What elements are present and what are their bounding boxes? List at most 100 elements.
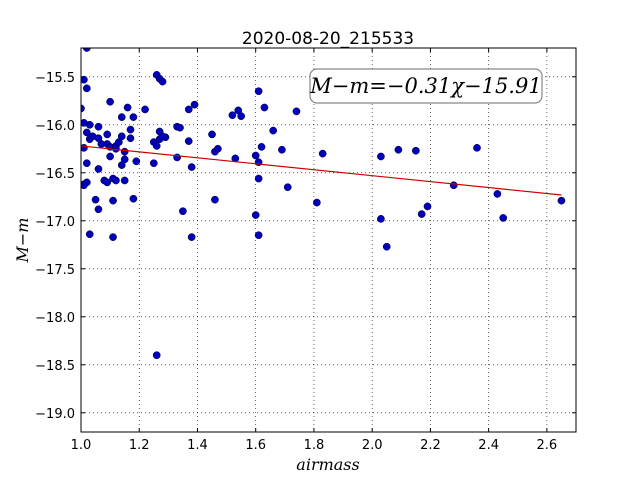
data-point [176,123,184,132]
chart-title: 2020-08-20_215533 [242,29,414,49]
y-tick-label: −19.0 [35,407,75,422]
data-point [318,149,327,158]
data-point [449,181,458,190]
data-point [187,233,196,241]
data-point [126,134,135,143]
data-point [493,190,502,198]
y-tick-label: −17.0 [35,215,75,230]
data-point [254,231,263,240]
x-axis-label: airmass [296,455,359,474]
data-point [132,157,141,166]
x-tick-label: 2.4 [478,438,499,453]
y-tick-label: −15.5 [35,71,75,86]
data-point [106,152,114,161]
data-point [260,103,269,112]
x-tick-label: 1.2 [129,438,150,453]
data-point [382,242,391,251]
data-point [283,183,292,192]
data-point [214,144,222,153]
data-point [103,178,112,187]
data-point [117,113,126,121]
data-point [129,194,138,203]
data-point [473,143,481,152]
data-point [117,132,126,141]
data-point [254,87,263,96]
data-point [85,120,94,129]
data-point [149,159,158,168]
data-point [251,211,260,219]
y-axis-label: M−m [13,218,32,264]
data-point [158,77,167,86]
data-point [499,214,508,222]
data-point [292,107,301,116]
data-point [82,159,91,168]
data-point [158,132,167,141]
data-point [184,137,193,145]
data-point [85,230,94,239]
data-point [81,181,88,190]
annotation-box: M−m=−0.31χ−15.91 [309,68,543,104]
data-point [257,143,266,151]
data-point [94,205,103,214]
data-point [103,130,112,139]
plot-frame [80,47,577,433]
x-tick-label: 1.4 [187,438,208,453]
axis-ticks: 1.0 1.2 1.4 1.6 1.8 2.0 2.2 2.4 2.6 −15.5 −16.0 −16… [35,48,576,453]
data-point [91,195,100,204]
data-point [141,105,149,114]
data-point [94,165,103,173]
y-tick-label: −17.5 [35,263,75,278]
data-point [152,142,161,150]
data-point [120,155,129,164]
data-point [228,111,237,120]
data-point [417,210,426,218]
data-point [82,128,91,137]
data-point [557,196,566,205]
y-tick-label: −16.0 [35,119,75,134]
x-tick-label: 1.0 [71,438,92,453]
x-tick-label: 2.0 [362,438,383,453]
data-point [394,145,403,154]
fit-line [81,145,562,196]
data-point [237,112,245,121]
data-point [190,100,199,109]
data-point [412,146,420,155]
data-point [208,130,216,139]
data-point [120,176,129,185]
annotation-text: M−m=−0.31χ−15.91 [309,74,541,98]
data-point [109,196,117,205]
data-point [120,147,129,156]
data-point [377,152,385,161]
data-point [109,233,117,241]
data-point [179,207,187,216]
data-point [106,97,114,106]
x-tick-label: 1.6 [245,438,266,453]
data-point [81,75,88,84]
data-point [313,198,321,207]
grid [80,48,576,432]
x-tick-label: 2.6 [537,438,558,453]
data-point [126,125,135,134]
data-point [423,202,432,211]
data-point [211,195,219,204]
data-point [377,215,385,223]
y-tick-label: −18.5 [35,359,75,374]
data-point [187,163,196,171]
x-tick-label: 2.2 [420,438,441,453]
data-points [81,48,566,360]
data-point [278,145,286,154]
data-point [152,351,161,360]
data-point [184,105,193,114]
data-point [123,103,132,112]
data-point [112,176,120,185]
data-point [129,113,138,121]
y-tick-label: −16.5 [35,167,75,182]
data-point [82,84,91,93]
data-point [251,151,260,160]
data-point [269,126,278,135]
y-tick-label: −18.0 [35,311,75,326]
x-tick-label: 1.8 [304,438,325,453]
data-point [94,122,103,131]
data-point [254,174,263,183]
